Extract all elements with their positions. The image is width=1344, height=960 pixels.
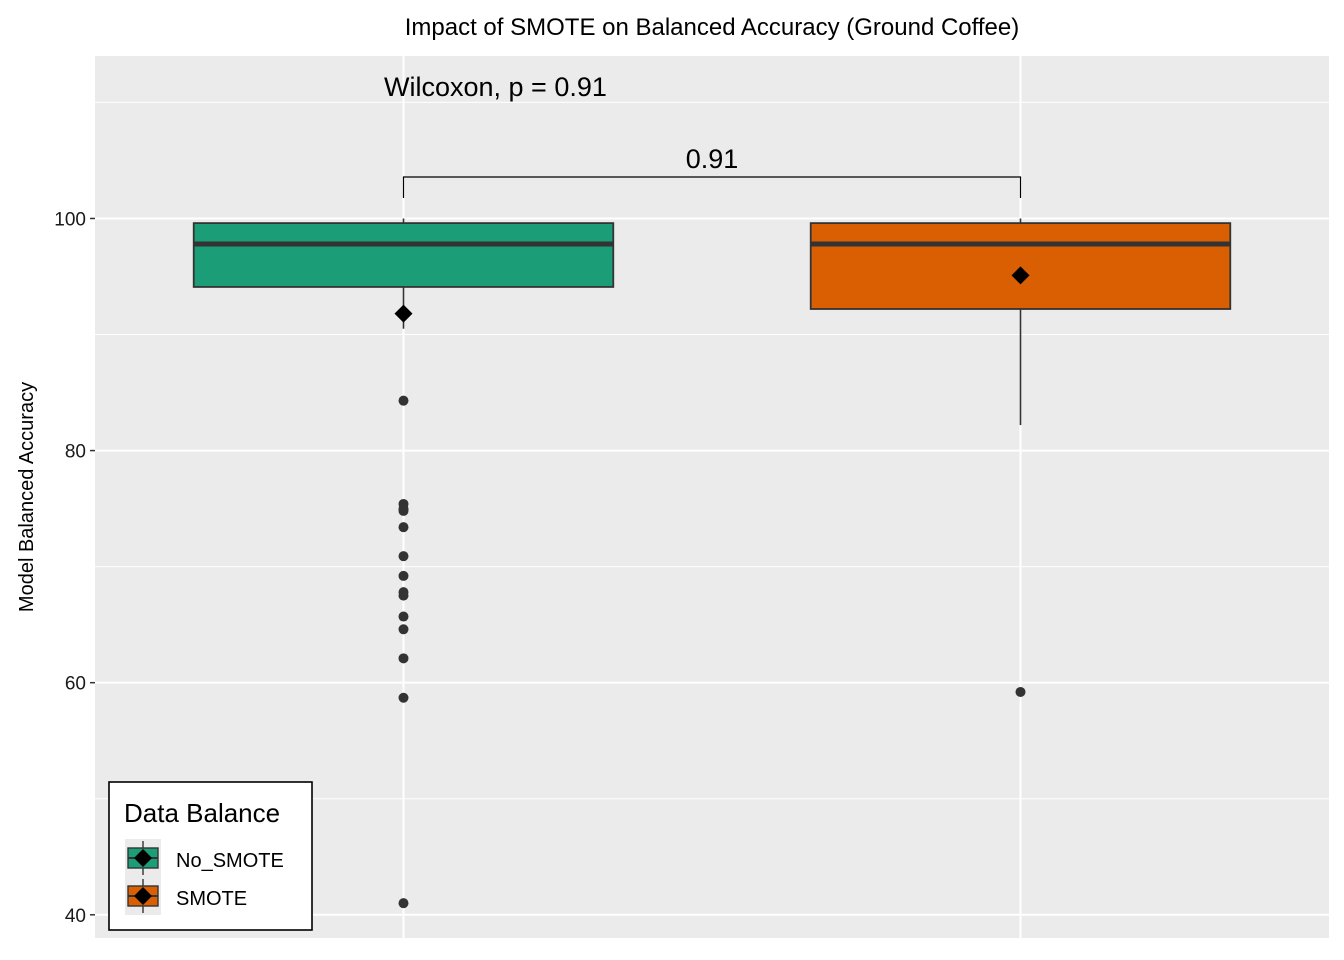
outlier-point	[398, 590, 409, 601]
box-group-no-smote	[192, 218, 615, 909]
outlier-point	[398, 624, 409, 635]
y-axis: 40 60 80 100	[54, 209, 95, 927]
bracket-line	[402, 176, 1022, 198]
legend-key-mean	[134, 849, 152, 867]
legend-key-no-smote	[125, 839, 161, 877]
mean-marker	[1011, 266, 1030, 285]
legend-label-no-smote: No_SMOTE	[176, 850, 284, 872]
y-tick-label: 60	[65, 674, 86, 695]
significance-bracket	[402, 176, 1022, 198]
outlier-point	[1015, 686, 1026, 697]
outlier-point	[398, 611, 409, 622]
outlier-point	[398, 570, 409, 581]
box-iqr	[192, 222, 615, 288]
outlier-point	[398, 522, 409, 533]
y-tick-label: 80	[65, 442, 86, 463]
outlier-point	[398, 505, 409, 516]
wilcoxon-annotation: Wilcoxon, p = 0.91	[384, 72, 607, 102]
box-iqr	[809, 222, 1232, 310]
box-group-smote	[809, 218, 1232, 697]
box-series	[192, 218, 1232, 909]
legend-label-smote: SMOTE	[176, 888, 247, 910]
outlier-point	[398, 653, 409, 664]
outlier-point	[398, 551, 409, 562]
y-tick-label: 100	[54, 209, 86, 230]
grid-lines	[95, 56, 1329, 938]
mean-marker	[394, 304, 413, 323]
outlier-point	[398, 395, 409, 406]
legend-key-mean	[134, 887, 152, 905]
y-tick-label: 40	[65, 906, 86, 927]
legend-title: Data Balance	[124, 798, 280, 828]
outlier-point	[398, 692, 409, 703]
chart-title: Impact of SMOTE on Balanced Accuracy (Gr…	[405, 14, 1020, 41]
pairwise-p-label: 0.91	[686, 144, 739, 174]
legend-key-smote	[125, 877, 161, 915]
legend: Data Balance No_SMOTE SMOTE	[108, 781, 313, 931]
legend-keys	[125, 839, 161, 915]
outlier-point	[398, 898, 409, 909]
y-axis-title: Model Balanced Accuracy	[16, 382, 38, 612]
